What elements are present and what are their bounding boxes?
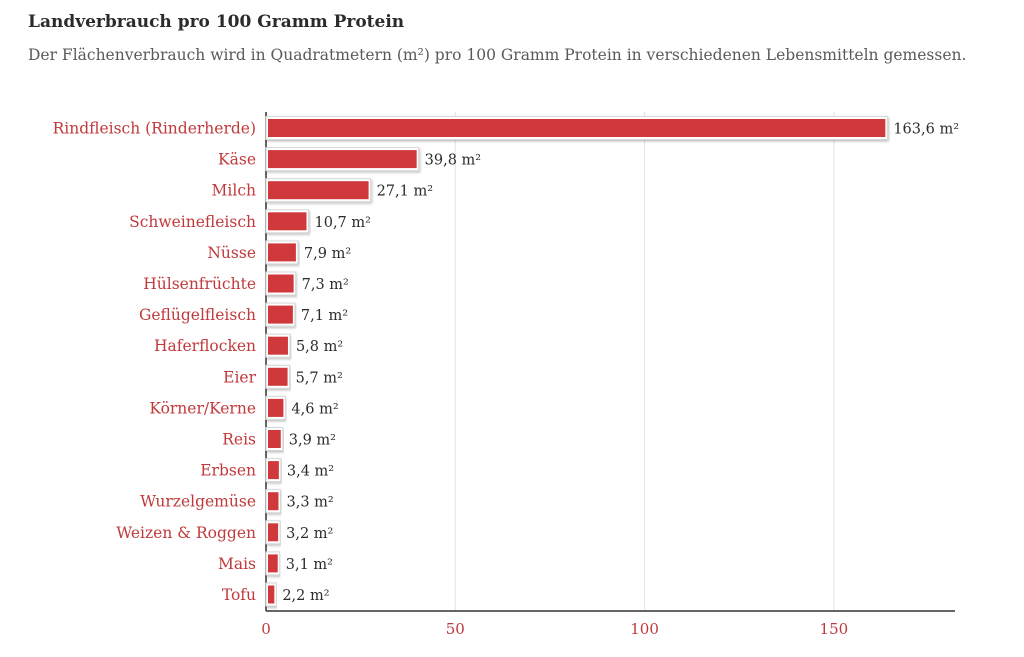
category-label: Mais [218,555,256,573]
bar [268,336,288,355]
category-label: Schweinefleisch [129,213,256,231]
x-tick-label: 150 [820,620,849,638]
bar [268,554,278,573]
category-label: Käse [218,151,256,169]
value-label: 27,1 m² [377,184,433,200]
value-label: 7,1 m² [301,308,348,324]
category-label: Weizen & Roggen [116,524,256,542]
bar [268,585,275,604]
category-label: Geflügelfleisch [139,306,256,324]
category-label: Eier [223,368,256,386]
bar [268,461,279,480]
x-tick-label: 100 [630,620,659,638]
value-label: 3,3 m² [286,495,333,511]
chart-title: Landverbrauch pro 100 Gramm Protein [28,12,405,32]
value-label: 3,9 m² [289,433,336,449]
bar [268,274,294,293]
category-label: Nüsse [207,244,256,262]
bar [268,243,296,262]
bar [268,305,293,324]
value-label: 163,6 m² [893,122,959,138]
value-label: 3,2 m² [286,526,333,542]
value-label: 3,1 m² [286,557,333,573]
value-label: 5,7 m² [296,370,343,386]
category-label: Hülsenfrüchte [143,275,256,293]
category-label: Wurzelgemüse [140,493,256,511]
category-label: Tofu [222,586,256,604]
value-label: 2,2 m² [282,588,329,604]
category-label: Erbsen [200,462,256,480]
chart-subtitle: Der Flächenverbrauch wird in Quadratmete… [28,46,967,64]
category-label: Milch [212,182,256,200]
bar [268,150,417,169]
category-label: Körner/Kerne [149,399,256,417]
value-label: 4,6 m² [291,401,338,417]
x-tick-label: 50 [446,620,465,638]
category-label: Rindfleisch (Rinderherde) [53,120,256,138]
bar [268,212,307,231]
value-label: 7,3 m² [302,277,349,293]
bar [268,523,279,542]
value-label: 10,7 m² [315,215,371,231]
bar [268,492,279,511]
value-label: 39,8 m² [425,153,481,169]
category-label: Haferflocken [154,337,256,355]
value-label: 3,4 m² [287,464,334,480]
bar [268,430,281,448]
bar [268,367,288,386]
value-label: 7,9 m² [304,246,351,262]
value-label: 5,8 m² [296,339,343,355]
category-label: Reis [222,431,256,449]
x-tick-label: 0 [261,620,271,638]
bar [268,181,369,200]
bar [268,398,284,417]
bar [268,119,886,137]
